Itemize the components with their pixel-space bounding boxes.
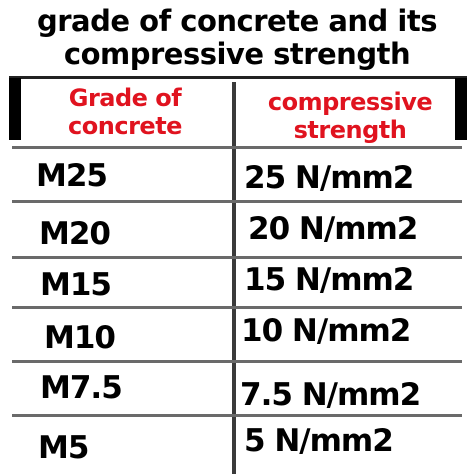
grade-cell: M5 <box>38 430 89 466</box>
strength-cell: 25 N/mm2 <box>244 160 414 196</box>
strength-cell: 5 N/mm2 <box>244 423 394 459</box>
row-rule <box>12 256 462 259</box>
row-rule <box>12 360 462 363</box>
row-rule <box>12 306 462 309</box>
row-rule <box>12 146 462 149</box>
header-grade-line1: Grade of <box>68 84 182 112</box>
header-grade-line2: concrete <box>68 112 182 140</box>
page-title-line2: compressive strength <box>63 37 411 71</box>
column-divider <box>232 82 236 474</box>
header-strength: compressive strength <box>250 88 450 144</box>
table-left-bar <box>9 78 21 140</box>
strength-cell: 7.5 N/mm2 <box>240 377 421 413</box>
grade-cell: M7.5 <box>40 370 123 406</box>
grade-cell: M10 <box>44 320 116 356</box>
grade-cell: M25 <box>36 158 108 194</box>
strength-cell: 15 N/mm2 <box>244 262 414 298</box>
row-rule <box>12 200 462 203</box>
table-top-rule <box>9 76 467 79</box>
header-strength-line1: compressive <box>267 88 433 116</box>
strength-cell: 20 N/mm2 <box>248 211 418 247</box>
grade-cell: M20 <box>39 216 111 252</box>
table-right-bar <box>455 78 467 140</box>
page-title-line1: grade of concrete and its <box>37 4 437 38</box>
grade-cell: M15 <box>40 267 112 303</box>
strength-cell: 10 N/mm2 <box>241 313 411 349</box>
row-rule <box>12 414 462 417</box>
header-grade: Grade of concrete <box>30 84 220 140</box>
header-strength-line2: strength <box>293 116 407 144</box>
